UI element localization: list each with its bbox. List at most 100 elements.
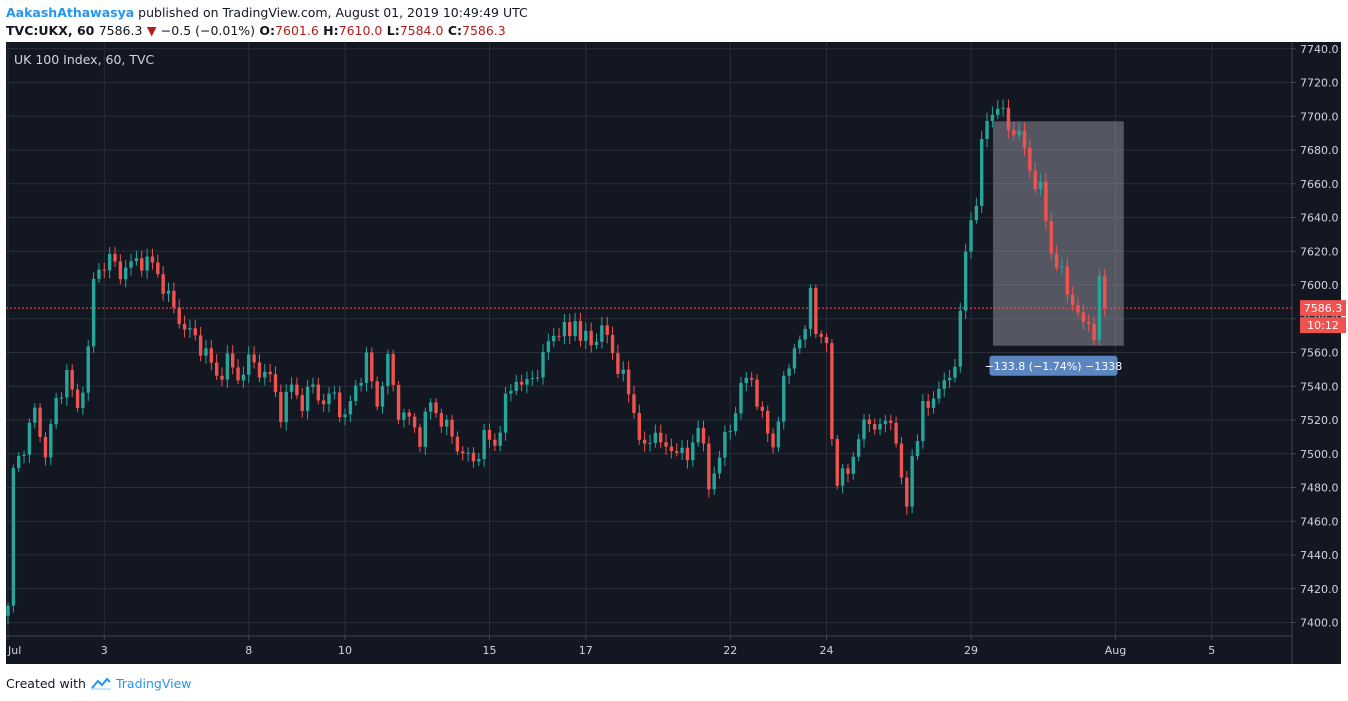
measure-box: [993, 121, 1124, 346]
candle-body: [771, 433, 775, 448]
candle-body: [525, 378, 529, 385]
candle-body: [878, 423, 882, 430]
candle-body: [578, 321, 583, 341]
candle-body: [118, 261, 123, 280]
candle-body: [974, 205, 979, 221]
candle-body: [22, 454, 26, 456]
candle-body: [386, 353, 390, 387]
candle-body: [1103, 276, 1107, 309]
candle-body: [332, 392, 337, 394]
x-tick-label: 29: [964, 644, 978, 657]
candle-body: [375, 381, 379, 407]
tradingview-link[interactable]: TradingView: [115, 676, 192, 691]
candle-body: [792, 348, 797, 369]
y-tick-label: 7520.0: [1300, 414, 1339, 427]
candle-body: [370, 352, 374, 382]
candle-body: [407, 412, 411, 417]
candle-body: [107, 253, 112, 271]
candle-body: [824, 336, 829, 344]
candle-body: [1076, 305, 1080, 313]
x-tick-label: 3: [101, 644, 108, 657]
candle-body: [953, 366, 957, 378]
candle-body: [696, 427, 700, 443]
candle-body: [273, 374, 278, 393]
x-tick-label: 24: [820, 644, 834, 657]
candle-body: [626, 369, 631, 395]
candle-body: [412, 416, 417, 428]
candle-body: [327, 393, 331, 405]
candle-body: [873, 424, 877, 430]
time-axis[interactable]: Jul 3 8 10 15 17 22 24 29 Aug 5: [7, 636, 1215, 657]
candle-body: [985, 120, 989, 140]
candle-body: [717, 457, 722, 474]
candle-body: [70, 370, 74, 390]
candle-body: [963, 251, 968, 311]
candle-body: [348, 401, 353, 415]
candle-body: [461, 451, 465, 454]
candle-body: [418, 427, 422, 447]
x-tick-label: 10: [338, 644, 352, 657]
candle-body: [691, 442, 695, 461]
candle-body: [669, 446, 674, 452]
candle-body: [653, 432, 658, 443]
candle-body: [840, 468, 845, 486]
candle-body: [247, 354, 251, 375]
y-tick-label: 7680.0: [1300, 144, 1339, 157]
candle-body: [450, 419, 454, 437]
y-tick-label: 7660.0: [1300, 178, 1339, 191]
candle-body: [600, 325, 604, 342]
candle-body: [1033, 170, 1037, 190]
candle-body: [380, 386, 385, 407]
candle-body: [295, 384, 299, 396]
candle-body: [471, 452, 476, 462]
measure-label: −133.8 (−1.74%) −1338: [985, 360, 1123, 373]
published-text: published on TradingView.com, August 01,…: [138, 5, 528, 20]
candle-body: [38, 407, 42, 437]
candle-body: [942, 380, 946, 389]
candle-body: [803, 328, 807, 340]
y-tick-label: 7480.0: [1300, 482, 1339, 495]
candle-body: [252, 354, 256, 363]
candle-body: [749, 377, 754, 380]
candle-body: [856, 439, 861, 457]
candle-body: [798, 339, 802, 349]
candle-body: [1054, 253, 1059, 268]
candle-body: [1017, 130, 1021, 136]
candle-body: [915, 441, 920, 457]
candle-body: [519, 381, 524, 385]
candle-body: [546, 341, 551, 353]
last-price-tag-bg: [1300, 300, 1346, 317]
candle-body: [204, 348, 208, 356]
candle-body: [755, 379, 759, 407]
candle-body: [182, 323, 187, 330]
candle-body: [466, 452, 470, 454]
candle-body: [134, 258, 139, 262]
candle-body: [1097, 276, 1102, 341]
candle-body: [969, 220, 973, 252]
candle-body: [503, 393, 508, 433]
candle-body: [947, 377, 952, 381]
measure-tool[interactable]: −133.8 (−1.74%) −1338: [985, 121, 1124, 376]
y-tick-label: 7540.0: [1300, 380, 1339, 393]
candle-body: [225, 353, 230, 380]
candle-body: [359, 382, 363, 386]
candle-body: [766, 410, 770, 434]
x-tick-label: 15: [483, 644, 497, 657]
low-label: L:: [386, 23, 400, 38]
candle-body: [140, 258, 144, 271]
candle-body: [391, 353, 395, 385]
candle-body: [819, 333, 823, 337]
candle-body: [1087, 322, 1091, 324]
candle-body: [6, 605, 10, 616]
candle-body: [402, 412, 406, 420]
candle-body: [616, 353, 620, 374]
candle-body: [364, 352, 369, 383]
candle-body: [49, 424, 53, 458]
price-chart[interactable]: −133.8 (−1.74%) −1338 7400.0 7420.0 7440.0…: [0, 42, 1348, 667]
close-value: 7586.3: [462, 23, 506, 38]
candle-body: [1081, 312, 1086, 323]
candle-body: [760, 406, 765, 411]
candle-body: [316, 384, 320, 401]
candle-body: [642, 439, 647, 444]
author-link[interactable]: AakashAthawasya: [6, 5, 135, 20]
